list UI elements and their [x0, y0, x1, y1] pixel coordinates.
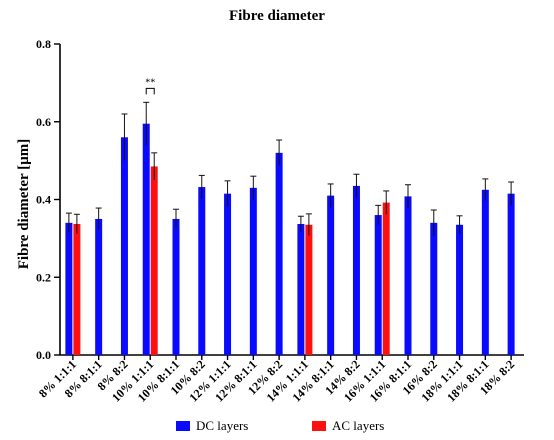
legend-item-dc: DC layers — [176, 418, 248, 434]
bar-dc — [481, 189, 489, 355]
legend-label-dc: DC layers — [196, 418, 249, 433]
bar-dc — [95, 218, 103, 355]
y-tick-label: 0.8 — [36, 37, 51, 51]
x-tick-labels: 8% 1:1:18% 8:1:18% 8:210% 1:1:110% 8:1:1… — [36, 357, 517, 404]
error-bars — [65, 101, 515, 236]
legend: DC layers AC layers — [0, 418, 554, 436]
bar-dc — [456, 224, 464, 355]
bar-dc — [404, 196, 412, 355]
bar-dc — [142, 123, 150, 355]
legend-swatch-ac — [312, 421, 326, 431]
bar-dc — [297, 223, 305, 355]
bar-dc — [172, 218, 180, 355]
bar-dc — [275, 152, 283, 355]
legend-swatch-dc — [176, 421, 190, 431]
bar-dc — [374, 215, 382, 355]
y-tick-label: 0.0 — [36, 348, 51, 362]
y-tick-label: 0.4 — [36, 193, 51, 207]
annotations: ** — [145, 77, 155, 95]
bar-dc — [65, 222, 73, 355]
bar-ac — [150, 166, 158, 355]
bars — [65, 123, 515, 355]
significance-label: ** — [145, 77, 155, 88]
y-tick-label: 0.2 — [36, 270, 51, 284]
bar-dc — [249, 187, 257, 355]
significance-bracket — [145, 87, 155, 95]
y-axis-label: Fibre diameter [µm] — [16, 139, 32, 270]
bar-dc — [198, 187, 206, 355]
bar-dc — [430, 222, 438, 355]
bar-ac — [382, 202, 390, 355]
bar-dc — [352, 185, 360, 355]
bar-ac — [73, 223, 81, 355]
chart-title: Fibre diameter — [229, 8, 325, 24]
bar-dc — [507, 193, 515, 355]
bar-dc — [327, 195, 335, 355]
legend-label-ac: AC layers — [332, 418, 385, 433]
y-tick-label: 0.6 — [36, 115, 51, 129]
legend-item-ac: AC layers — [312, 418, 384, 434]
bar-dc — [224, 193, 232, 355]
bar-dc — [120, 137, 128, 355]
bar-ac — [305, 224, 313, 355]
axes: 0.0 0.2 0.4 0.6 0.8 — [36, 37, 524, 362]
